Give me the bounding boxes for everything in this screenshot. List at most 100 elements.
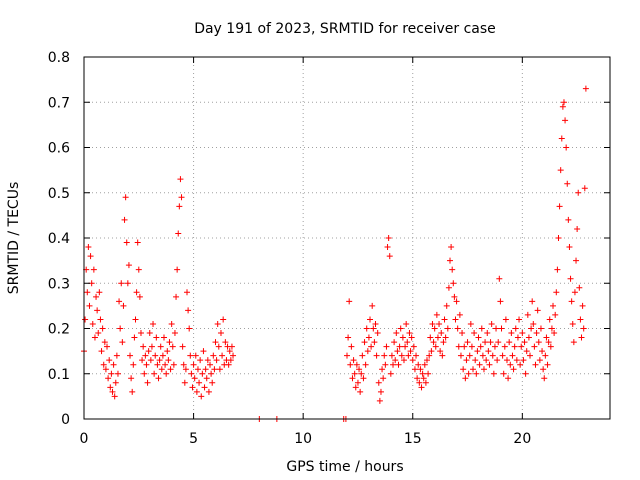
data-point xyxy=(411,366,418,373)
data-point xyxy=(202,366,209,373)
x-tick-label: 20 xyxy=(513,431,531,447)
data-point xyxy=(102,366,109,373)
data-point xyxy=(228,343,235,350)
data-point xyxy=(353,361,360,368)
data-point xyxy=(557,167,564,174)
data-point xyxy=(350,357,357,364)
data-point xyxy=(500,370,507,377)
data-point xyxy=(373,352,380,359)
data-point xyxy=(543,334,550,341)
data-point xyxy=(128,375,135,382)
data-point xyxy=(99,325,106,332)
data-point xyxy=(357,388,364,395)
data-point xyxy=(545,339,552,346)
data-point xyxy=(96,289,103,296)
data-point xyxy=(503,357,510,364)
grid-lines xyxy=(84,57,610,419)
data-point xyxy=(550,302,557,309)
data-point xyxy=(384,244,391,251)
y-tick-label: 0.3 xyxy=(48,276,70,292)
data-point xyxy=(531,343,538,350)
data-point xyxy=(125,262,132,269)
data-point xyxy=(178,194,185,201)
y-tick-label: 0.5 xyxy=(48,186,70,202)
data-point xyxy=(361,339,368,346)
data-point xyxy=(94,307,101,314)
y-tick-label: 0.7 xyxy=(48,95,70,111)
data-point xyxy=(498,325,505,332)
data-point xyxy=(423,357,430,364)
data-point xyxy=(568,298,575,305)
data-point xyxy=(513,357,520,364)
data-point xyxy=(510,366,517,373)
data-point xyxy=(452,316,459,323)
data-point xyxy=(139,357,146,364)
data-point xyxy=(130,361,137,368)
data-point xyxy=(156,357,163,364)
data-point xyxy=(200,348,207,355)
y-axis-label: SRMTID / TECUs xyxy=(6,182,22,295)
data-point xyxy=(159,352,166,359)
data-point xyxy=(432,343,439,350)
data-point xyxy=(205,388,212,395)
data-points xyxy=(81,85,589,422)
data-point xyxy=(499,352,506,359)
data-point xyxy=(147,357,154,364)
data-point xyxy=(502,316,509,323)
data-point xyxy=(449,266,456,273)
data-point xyxy=(571,289,578,296)
data-point xyxy=(536,357,543,364)
data-point xyxy=(163,370,170,377)
data-point xyxy=(541,375,548,382)
data-point xyxy=(433,311,440,318)
data-point xyxy=(575,189,582,196)
data-point xyxy=(131,334,138,341)
data-point xyxy=(116,298,123,305)
data-point xyxy=(525,334,532,341)
data-point xyxy=(199,370,206,377)
data-point xyxy=(137,330,144,337)
data-point xyxy=(346,298,353,305)
data-point xyxy=(352,384,359,391)
data-point xyxy=(391,339,398,346)
data-point xyxy=(111,393,118,400)
data-point xyxy=(121,216,128,223)
data-point xyxy=(447,257,454,264)
data-point xyxy=(537,325,544,332)
data-point xyxy=(470,366,477,373)
data-point xyxy=(136,293,143,300)
data-point xyxy=(160,334,167,341)
data-point xyxy=(201,384,208,391)
data-point xyxy=(439,352,446,359)
data-point xyxy=(356,366,363,373)
data-point xyxy=(396,343,403,350)
data-point xyxy=(464,339,471,346)
data-point xyxy=(141,370,148,377)
x-tick-label: 15 xyxy=(404,431,422,447)
data-point xyxy=(429,320,436,327)
data-point xyxy=(210,352,217,359)
data-point xyxy=(483,357,490,364)
data-point xyxy=(517,361,524,368)
data-point xyxy=(385,235,392,241)
data-point xyxy=(220,316,227,323)
data-point xyxy=(437,348,444,355)
y-tick-label: 0.2 xyxy=(48,322,70,338)
data-point xyxy=(542,352,549,359)
data-point xyxy=(113,352,120,359)
data-point xyxy=(417,366,424,373)
data-point xyxy=(578,334,585,341)
data-point xyxy=(87,253,94,260)
data-point xyxy=(414,375,421,382)
data-point xyxy=(468,343,475,350)
data-point xyxy=(551,330,558,337)
data-point xyxy=(144,379,151,386)
data-point xyxy=(150,320,157,327)
data-point xyxy=(552,311,559,318)
data-point xyxy=(390,361,397,368)
data-point xyxy=(207,361,214,368)
data-point xyxy=(101,339,108,346)
y-tick-label: 0.6 xyxy=(48,141,70,157)
data-point xyxy=(164,348,171,355)
